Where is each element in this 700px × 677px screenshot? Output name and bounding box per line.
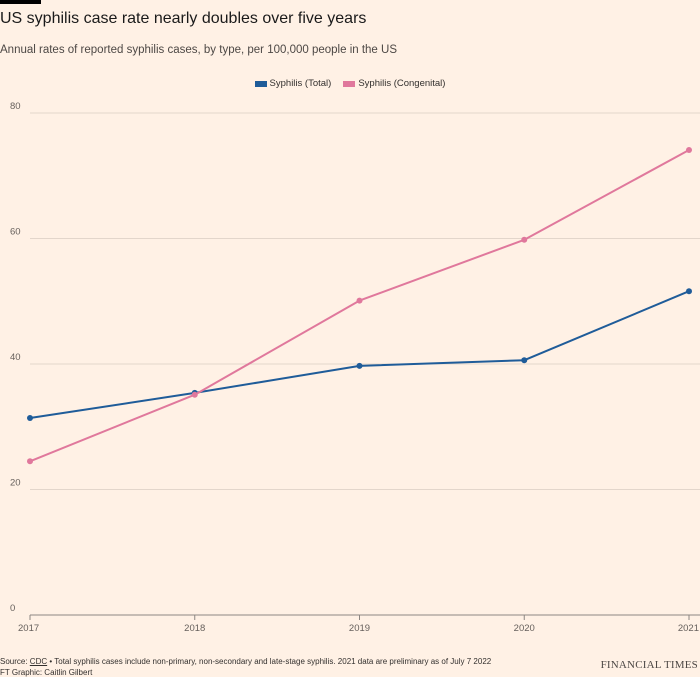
x-tick-label: 2020 [514,623,535,634]
data-point-total [27,414,33,421]
y-tick-label: 60 [10,227,21,238]
y-tick-label: 20 [10,478,21,489]
data-point-congenital [191,391,198,398]
source-prefix: Source: [0,657,30,666]
y-tick-label: 0 [10,603,15,614]
legend-swatch-congenital [343,80,356,87]
chart-legend: Syphilis (Total) Syphilis (Congenital) [0,78,700,89]
legend-swatch-total [254,80,267,87]
data-point-congenital [356,297,363,304]
ft-logo: FINANCIAL TIMES [600,659,698,671]
y-tick-label: 40 [10,352,21,363]
legend-item-total: Syphilis (Total) [254,78,332,89]
brand-bar [0,0,41,4]
source-note: Source: CDC • Total syphilis cases inclu… [0,657,491,666]
series-line-total [29,290,690,419]
x-tick-label: 2019 [349,623,370,634]
data-point-congenital [27,458,33,465]
series-line-congenital [29,149,690,463]
y-tick-label: 80 [10,101,21,112]
x-tick-label: 2018 [184,623,205,634]
data-point-total [686,288,692,295]
data-point-congenital [521,236,528,243]
chart-title: US syphilis case rate nearly doubles ove… [0,10,367,27]
graphic-credit: FT Graphic: Caitlin Gilbert [0,668,93,677]
chart-subtitle: Annual rates of reported syphilis cases,… [0,44,397,56]
data-point-congenital [686,147,692,154]
x-tick-label: 2021 [678,623,699,634]
legend-item-congenital: Syphilis (Congenital) [343,78,445,89]
data-point-total [356,362,363,369]
legend-label-total: Syphilis (Total) [269,78,332,89]
data-point-total [521,357,528,364]
source-text: • Total syphilis cases include non-prima… [47,657,492,666]
x-tick-label: 2017 [18,623,39,634]
legend-label-congenital: Syphilis (Congenital) [358,78,446,89]
source-link[interactable]: CDC [29,657,48,666]
